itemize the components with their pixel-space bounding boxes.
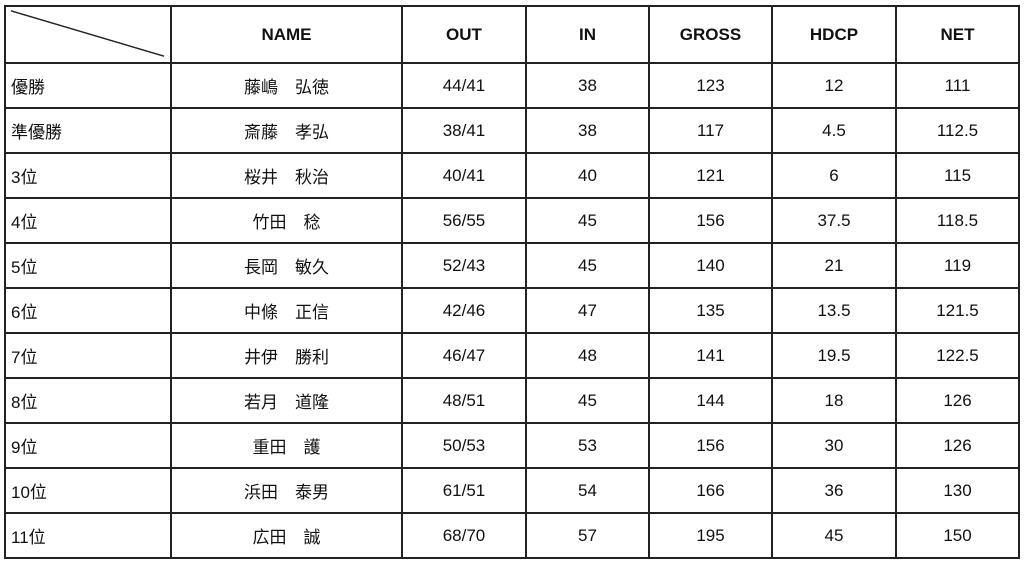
cell-out: 38/41 (401, 107, 527, 154)
cell-hdcp: 30 (771, 422, 897, 469)
cell-in: 53 (525, 422, 650, 469)
cell-gross: 156 (648, 422, 773, 469)
table-row: 5位 長岡 敏久 52/43 45 140 21 119 (4, 242, 1020, 289)
cell-in: 57 (525, 512, 650, 559)
cell-out: 42/46 (401, 287, 527, 334)
header-in: IN (525, 5, 650, 64)
cell-hdcp: 37.5 (771, 197, 897, 244)
table-row: 7位 井伊 勝利 46/47 48 141 19.5 122.5 (4, 332, 1020, 379)
cell-name: 斎藤 孝弘 (170, 107, 403, 154)
cell-out: 48/51 (401, 377, 527, 424)
cell-name: 広田 誠 (170, 512, 403, 559)
cell-rank: 3位 (4, 152, 172, 199)
table-row: 6位 中條 正信 42/46 47 135 13.5 121.5 (4, 287, 1020, 334)
cell-out: 68/70 (401, 512, 527, 559)
cell-name: 井伊 勝利 (170, 332, 403, 379)
corner-cell (4, 5, 172, 64)
table-row: 3位 桜井 秋治 40/41 40 121 6 115 (4, 152, 1020, 199)
cell-in: 40 (525, 152, 650, 199)
cell-hdcp: 21 (771, 242, 897, 289)
cell-net: 121.5 (895, 287, 1020, 334)
cell-hdcp: 4.5 (771, 107, 897, 154)
header-hdcp: HDCP (771, 5, 897, 64)
cell-in: 45 (525, 197, 650, 244)
cell-gross: 123 (648, 62, 773, 109)
table-row: 11位 広田 誠 68/70 57 195 45 150 (4, 512, 1020, 559)
results-table: NAME OUT IN GROSS HDCP NET 優勝 藤嶋 弘徳 44/41 3… (4, 5, 1020, 559)
cell-rank: 7位 (4, 332, 172, 379)
header-out: OUT (401, 5, 527, 64)
cell-gross: 144 (648, 377, 773, 424)
cell-hdcp: 19.5 (771, 332, 897, 379)
diagonal-line (10, 10, 165, 57)
cell-gross: 166 (648, 467, 773, 514)
table-row: 10位 浜田 泰男 61/51 54 166 36 130 (4, 467, 1020, 514)
cell-in: 54 (525, 467, 650, 514)
cell-gross: 140 (648, 242, 773, 289)
header-net: NET (895, 5, 1020, 64)
header-gross: GROSS (648, 5, 773, 64)
cell-rank: 11位 (4, 512, 172, 559)
cell-name: 浜田 泰男 (170, 467, 403, 514)
cell-out: 50/53 (401, 422, 527, 469)
table-row: 8位 若月 道隆 48/51 45 144 18 126 (4, 377, 1020, 424)
cell-name: 桜井 秋治 (170, 152, 403, 199)
cell-rank: 9位 (4, 422, 172, 469)
cell-rank: 5位 (4, 242, 172, 289)
cell-name: 竹田 稔 (170, 197, 403, 244)
cell-gross: 121 (648, 152, 773, 199)
cell-rank: 4位 (4, 197, 172, 244)
cell-net: 119 (895, 242, 1020, 289)
cell-gross: 135 (648, 287, 773, 334)
cell-in: 45 (525, 377, 650, 424)
cell-net: 130 (895, 467, 1020, 514)
cell-net: 150 (895, 512, 1020, 559)
cell-hdcp: 45 (771, 512, 897, 559)
cell-in: 47 (525, 287, 650, 334)
cell-in: 48 (525, 332, 650, 379)
table-row: 優勝 藤嶋 弘徳 44/41 38 123 12 111 (4, 62, 1020, 109)
cell-rank: 優勝 (4, 62, 172, 109)
cell-rank: 8位 (4, 377, 172, 424)
cell-hdcp: 12 (771, 62, 897, 109)
cell-net: 126 (895, 377, 1020, 424)
cell-out: 44/41 (401, 62, 527, 109)
cell-name: 若月 道隆 (170, 377, 403, 424)
cell-out: 56/55 (401, 197, 527, 244)
cell-name: 長岡 敏久 (170, 242, 403, 289)
cell-rank: 6位 (4, 287, 172, 334)
cell-rank: 10位 (4, 467, 172, 514)
cell-in: 38 (525, 107, 650, 154)
cell-name: 藤嶋 弘徳 (170, 62, 403, 109)
cell-gross: 141 (648, 332, 773, 379)
cell-hdcp: 13.5 (771, 287, 897, 334)
header-name: NAME (170, 5, 403, 64)
cell-rank: 準優勝 (4, 107, 172, 154)
cell-net: 118.5 (895, 197, 1020, 244)
cell-hdcp: 6 (771, 152, 897, 199)
cell-in: 45 (525, 242, 650, 289)
cell-net: 122.5 (895, 332, 1020, 379)
cell-hdcp: 18 (771, 377, 897, 424)
cell-out: 61/51 (401, 467, 527, 514)
cell-net: 111 (895, 62, 1020, 109)
cell-net: 112.5 (895, 107, 1020, 154)
cell-in: 38 (525, 62, 650, 109)
cell-net: 115 (895, 152, 1020, 199)
cell-out: 40/41 (401, 152, 527, 199)
cell-out: 46/47 (401, 332, 527, 379)
cell-gross: 117 (648, 107, 773, 154)
table-row: 準優勝 斎藤 孝弘 38/41 38 117 4.5 112.5 (4, 107, 1020, 154)
header-row: NAME OUT IN GROSS HDCP NET (4, 5, 1020, 64)
cell-net: 126 (895, 422, 1020, 469)
cell-gross: 195 (648, 512, 773, 559)
cell-hdcp: 36 (771, 467, 897, 514)
cell-name: 重田 護 (170, 422, 403, 469)
cell-name: 中條 正信 (170, 287, 403, 334)
table-row: 4位 竹田 稔 56/55 45 156 37.5 118.5 (4, 197, 1020, 244)
cell-out: 52/43 (401, 242, 527, 289)
cell-gross: 156 (648, 197, 773, 244)
table-row: 9位 重田 護 50/53 53 156 30 126 (4, 422, 1020, 469)
